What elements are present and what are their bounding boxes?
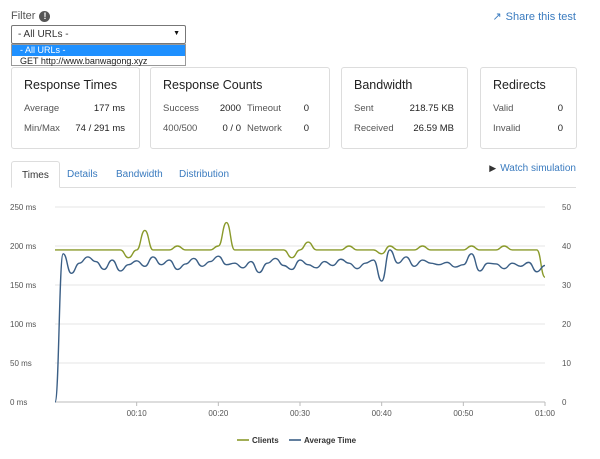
url-filter-select[interactable]: - All URLs - ▼: [11, 25, 186, 44]
tab-times[interactable]: Times: [11, 161, 60, 188]
chart-tabs: Times Details Bandwidth Distribution: [11, 161, 576, 188]
filter-label: Filter !: [11, 10, 51, 22]
series-line-average-time[interactable]: [54, 249, 546, 403]
y-left-tick-label: 100 ms: [10, 320, 36, 329]
url-filter-selected: - All URLs -: [18, 29, 69, 40]
x-tick-label: 00:50: [453, 409, 474, 418]
y-axis-right: 0 10 20 30 40 50: [562, 203, 571, 407]
y-right-tick-label: 10: [562, 359, 571, 368]
y-left-tick-label: 150 ms: [10, 281, 36, 290]
success-value: 2000: [219, 103, 241, 114]
y-right-tick-label: 50: [562, 203, 571, 212]
bandwidth-title: Bandwidth: [354, 78, 413, 92]
sent-value: 218.75 KB: [409, 103, 454, 114]
x-axis: 00:10 00:20 00:30 00:40 00:50 01:00: [127, 402, 556, 418]
success-label: Success: [163, 103, 199, 114]
average-value: 177 ms: [93, 103, 125, 114]
invalid-value: 0: [557, 123, 563, 134]
response-times-card: Response Times Average 177 ms Min/Max 74…: [11, 67, 140, 149]
x-tick-label: 00:30: [290, 409, 311, 418]
chart-legend: Clients Average Time: [237, 436, 357, 445]
response-counts-title: Response Counts: [163, 78, 263, 92]
url-option-banwagong[interactable]: GET http://www.banwagong.xyz: [20, 56, 148, 66]
y-left-tick-label: 200 ms: [10, 242, 36, 251]
x-tick-label: 00:10: [127, 409, 148, 418]
legend-clients-label: Clients: [252, 436, 279, 445]
redirects-card: Redirects Valid 0 Invalid 0: [480, 67, 577, 149]
x-tick-label: 00:40: [372, 409, 393, 418]
x-tick-label: 01:00: [535, 409, 556, 418]
watch-simulation-label: Watch simulation: [500, 163, 576, 174]
network-label: Network: [247, 123, 282, 134]
received-label: Received: [354, 123, 394, 134]
sent-label: Sent: [354, 103, 374, 114]
chevron-down-icon: ▼: [173, 30, 180, 37]
minmax-label: Min/Max: [24, 123, 60, 134]
y-right-tick-label: 30: [562, 281, 571, 290]
y-left-tick-label: 250 ms: [10, 203, 36, 212]
received-value: 26.59 MB: [413, 123, 454, 134]
share-label: Share this test: [505, 10, 576, 23]
tab-bandwidth[interactable]: Bandwidth: [116, 169, 163, 180]
y-right-tick-label: 20: [562, 320, 571, 329]
times-chart: 0 ms 50 ms 100 ms 150 ms 200 ms 250 ms 0 10 20 3…: [10, 203, 571, 445]
watch-simulation-link[interactable]: ▶ Watch simulation: [489, 163, 576, 174]
url-option-all[interactable]: - All URLs -: [12, 45, 185, 56]
bandwidth-card: Bandwidth Sent 218.75 KB Received 26.59 …: [341, 67, 468, 149]
response-times-title: Response Times: [24, 78, 118, 92]
valid-value: 0: [557, 103, 563, 114]
errors-label: 400/500: [163, 123, 198, 134]
response-counts-card: Response Counts Success 2000 Timeout 0 4…: [150, 67, 330, 149]
share-test-link[interactable]: ↗ Share this test: [492, 10, 576, 24]
y-right-tick-label: 0: [562, 398, 567, 407]
timeout-value: 0: [303, 103, 309, 114]
url-filter-dropdown: - All URLs - GET http://www.banwagong.xy…: [11, 44, 186, 66]
invalid-label: Invalid: [493, 123, 521, 134]
play-icon: ▶: [489, 163, 497, 173]
tab-distribution[interactable]: Distribution: [179, 169, 230, 180]
chart-series: [54, 221, 546, 403]
share-icon: ↗: [492, 11, 502, 23]
network-value: 0: [303, 123, 309, 134]
valid-label: Valid: [493, 103, 514, 114]
series-line-clients[interactable]: [55, 221, 546, 278]
timeout-label: Timeout: [247, 103, 281, 114]
tab-details[interactable]: Details: [67, 169, 98, 180]
filter-label-text: Filter: [11, 10, 36, 22]
y-left-tick-label: 0 ms: [10, 398, 27, 407]
minmax-value: 74 / 291 ms: [75, 123, 125, 134]
y-left-tick-label: 50 ms: [10, 359, 32, 368]
exclamation-icon[interactable]: !: [39, 10, 51, 22]
x-tick-label: 00:20: [208, 409, 229, 418]
y-axis-left: 0 ms 50 ms 100 ms 150 ms 200 ms 250 ms: [10, 203, 36, 407]
chart-grid: [55, 206, 545, 403]
y-right-tick-label: 40: [562, 242, 571, 251]
errors-value: 0 / 0: [222, 123, 242, 134]
legend-average-time-label: Average Time: [304, 436, 357, 445]
redirects-title: Redirects: [493, 78, 546, 92]
average-label: Average: [24, 103, 60, 114]
